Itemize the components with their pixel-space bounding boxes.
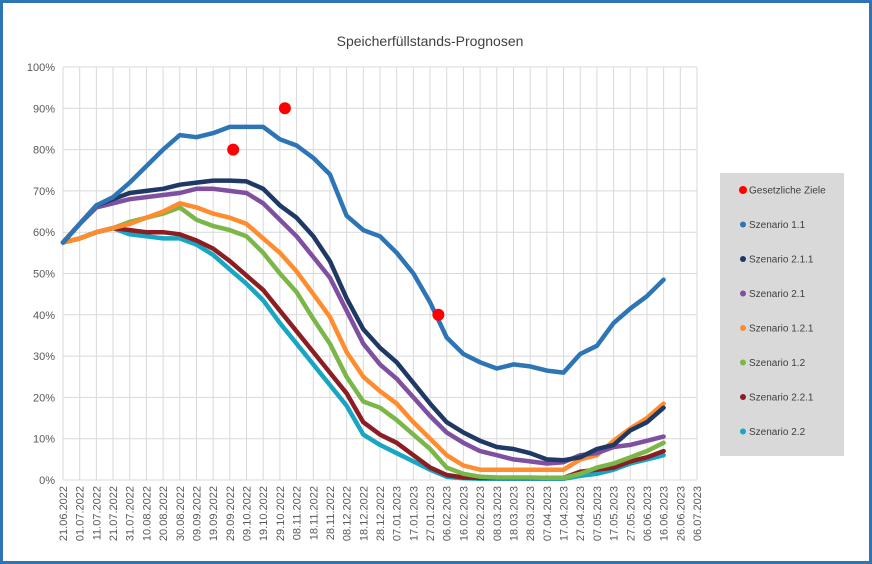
y-tick-label: 80% [33,145,55,157]
x-tick-label: 19.10.2022 [258,486,270,541]
legend-label: Szenario 2.2.1 [749,393,814,404]
x-tick-label: 27.05.2023 [625,486,637,541]
x-tick-label: 06.07.2023 [692,486,704,541]
x-tick-label: 08.03.2023 [492,486,504,541]
legend-marker [740,221,746,228]
legend-item: Szenario 1.2.1 [740,324,814,335]
x-tick-label: 26.06.2023 [675,486,687,541]
x-tick-label: 07.04.2023 [542,486,554,541]
target-marker [278,102,291,115]
grid [62,66,698,481]
legend-item: Szenario 1.1 [740,220,806,231]
legend-label: Szenario 2.1 [749,289,806,300]
series-lines [60,124,666,482]
x-tick-label: 11.07.2022 [91,486,103,540]
x-tick-label: 21.07.2022 [108,486,120,541]
y-tick-label: 50% [33,269,55,281]
legend-item: Szenario 2.1.1 [740,255,814,266]
x-axis: 21.06.2022 01.07.2022 11.07.2022 21.07.2022… [58,486,704,541]
x-tick-label: 08.12.2022 [342,486,354,541]
x-tick-label: 17.01.2023 [408,486,420,541]
x-tick-label: 29.10.2022 [275,486,287,541]
legend-marker [740,359,746,366]
x-tick-label: 28.03.2023 [525,486,537,541]
y-tick-label: 10% [33,434,55,446]
x-tick-label: 18.11.2022 [308,486,320,540]
x-tick-label: 07.01.2023 [392,486,404,541]
x-tick-label: 01.07.2022 [75,486,87,541]
legend-marker [740,428,746,435]
y-tick-label: 30% [33,351,55,363]
target-marker [432,308,445,321]
x-tick-label: 06.06.2023 [642,486,654,541]
x-tick-label: 18.12.2022 [358,486,370,541]
y-tick-label: 90% [33,103,55,115]
x-tick-label: 10.08.2022 [141,486,153,541]
legend-label: Szenario 1.2 [749,358,806,369]
x-tick-label: 08.11.2022 [292,486,304,540]
x-tick-label: 18.03.2023 [508,486,520,541]
y-tick-label: 70% [33,186,55,198]
legend: Gesetzliche Ziele Szenario 1.1 Szenario 2.… [739,186,826,438]
chart-title: Speicherfüllstands-Prognosen [337,33,524,49]
legend-item: Szenario 2.2.1 [740,393,814,404]
target-markers [227,102,445,321]
x-tick-label: 27.04.2023 [575,486,587,541]
legend-item: Szenario 1.2 [740,358,806,369]
x-tick-label: 19.09.2022 [208,486,220,541]
legend-marker [740,290,746,297]
legend-marker [739,186,747,194]
legend-marker [740,394,746,400]
x-tick-label: 07.05.2023 [592,486,604,541]
x-tick-label: 30.08.2022 [175,486,187,541]
series-line-szenario-1-1 [60,124,666,375]
legend-item: Szenario 2.1 [740,289,806,300]
legend-marker [740,256,746,262]
series-line-szenario-2-1-1 [60,178,666,463]
legend-item: Gesetzliche Ziele [739,186,826,197]
x-tick-label: 16.06.2023 [659,486,671,541]
x-tick-label: 20.08.2022 [158,486,170,541]
x-tick-label: 27.01.2023 [425,486,437,541]
legend-label: Szenario 2.2 [749,427,806,438]
y-tick-label: 100% [27,62,55,74]
x-tick-label: 17.04.2023 [559,486,571,541]
legend-label: Szenario 1.1 [749,220,806,231]
x-tick-label: 06.02.2023 [442,486,454,541]
x-tick-label: 09.10.2022 [242,486,254,541]
y-tick-label: 40% [33,310,55,322]
legend-marker [740,325,746,331]
legend-box [720,173,844,456]
x-tick-label: 26.02.2023 [475,486,487,541]
x-tick-label: 09.09.2022 [191,486,203,541]
legend-label: Szenario 1.2.1 [749,324,814,335]
y-tick-label: 20% [33,392,55,404]
target-marker [227,143,240,156]
series-line-szenario-1-2-1 [60,201,666,472]
legend-label: Gesetzliche Ziele [749,186,826,197]
y-axis: 0% 10% 20% 30% 40% 50% 60% 70% 80% 90% 100% [27,62,55,487]
y-tick-label: 0% [39,475,55,487]
x-tick-label: 29.09.2022 [225,486,237,541]
legend-label: Szenario 2.1.1 [749,255,814,266]
x-tick-label: 21.06.2022 [58,486,70,541]
legend-item: Szenario 2.2 [740,427,806,438]
y-tick-label: 60% [33,227,55,239]
x-tick-label: 31.07.2022 [125,486,137,541]
x-tick-label: 17.05.2023 [609,486,621,541]
x-tick-label: 28.11.2022 [325,486,337,540]
x-tick-label: 28.12.2022 [375,486,387,541]
x-tick-label: 16.02.2023 [458,486,470,541]
